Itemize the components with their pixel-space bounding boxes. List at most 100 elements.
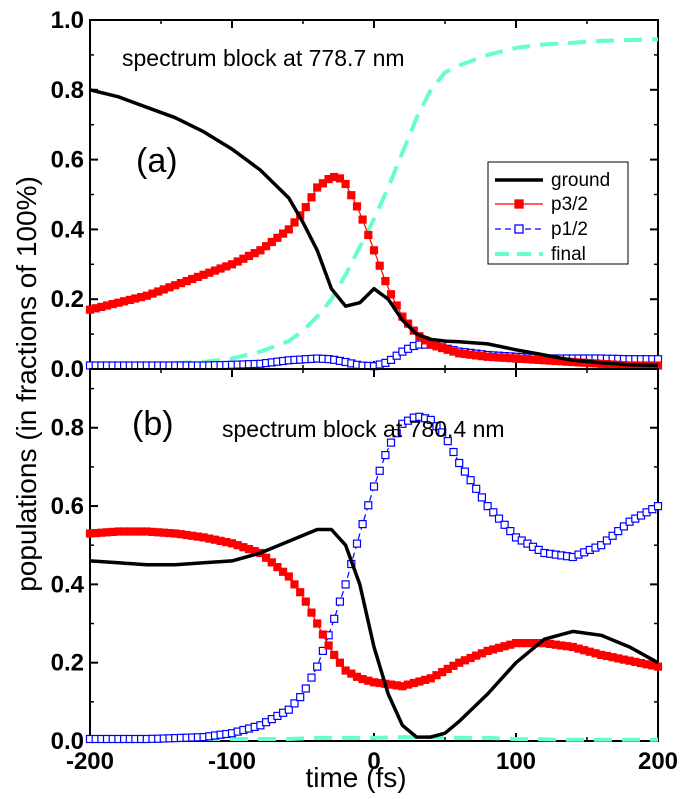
x-tick-label: 100	[496, 748, 536, 775]
series-p1-2-marker	[472, 484, 481, 493]
series-p1-2-marker	[284, 705, 293, 714]
series-p3-2-marker	[301, 203, 310, 212]
y-tick-label: 1.0	[51, 7, 84, 34]
series-p1-2-marker	[426, 415, 435, 424]
legend-label-final: final	[551, 244, 586, 265]
series-p3-2-marker	[341, 179, 350, 189]
series-p1-2-marker	[477, 493, 486, 502]
series-p1-2-line-panel-b	[90, 416, 659, 740]
series-p1-2-marker	[358, 519, 367, 529]
x-tick-label: -100	[208, 748, 256, 775]
legend-label-ground: ground	[551, 170, 610, 191]
x-tick-label: 200	[638, 748, 678, 775]
y-tick-label: 0.6	[51, 493, 84, 520]
y-tick-label: 0.4	[51, 216, 85, 243]
series-p1-2-marker	[614, 526, 623, 536]
series-p1-2-marker	[449, 447, 458, 457]
series-p3-2-marker	[290, 218, 299, 227]
series-p1-2-marker	[466, 476, 475, 485]
series-p3-2-marker	[381, 277, 390, 286]
panel-b-label: (b)	[132, 405, 174, 443]
series-p3-2-marker	[364, 230, 373, 240]
series-p1-2-marker	[330, 614, 339, 623]
series-p1-2-marker	[318, 646, 327, 656]
panel-b: 0.0 0.2 0.4 0.6 0.8 -200 -100 0 100 200	[51, 368, 678, 775]
series-final-line-panel-a	[89, 37, 659, 368]
series-p3-2-marker	[313, 619, 322, 628]
series-p1-2-marker	[369, 482, 379, 491]
series-p1-2-marker	[619, 522, 629, 531]
x-tick-label: 0	[367, 748, 380, 775]
series-p3-2-marker	[262, 553, 271, 562]
series-p1-2-marker	[364, 501, 373, 510]
series-p3-2-marker	[273, 233, 282, 242]
y-tick-label: 0.2	[51, 286, 84, 313]
series-p3-2-marker	[369, 246, 379, 255]
series-p3-2-marker	[386, 290, 396, 299]
series-p3-2-marker	[307, 608, 316, 617]
series-p3-2-marker	[279, 567, 288, 576]
y-tick-label: 0.2	[51, 650, 84, 677]
series-p1-2-marker	[506, 526, 515, 536]
series-p3-2-marker	[262, 242, 271, 251]
series-p3-2-marker	[324, 641, 333, 650]
series-p1-2-marker	[494, 514, 504, 523]
series-p3-2-marker	[335, 658, 344, 667]
y-tick-label: 0.4	[51, 571, 85, 598]
series-p1-2-marker	[438, 428, 447, 437]
series-p3-2-marker	[284, 572, 293, 581]
series-p3-2-marker	[296, 588, 305, 597]
panel-a-annotation: spectrum block at 778.7 nm	[122, 45, 405, 71]
y-tick-label: 0.0	[51, 356, 84, 383]
series-p1-2-marker	[443, 437, 452, 446]
y-axis-title: populations (in fractions of 100%)	[11, 176, 42, 592]
series-p3-2-marker	[335, 174, 344, 183]
series-p3-2-marker	[301, 597, 310, 606]
series-p1-2-marker	[483, 502, 492, 511]
series-p3-2-marker	[267, 237, 276, 247]
series-p3-2-marker	[347, 191, 356, 200]
series-p3-2-marker	[375, 261, 384, 270]
series-ground-line-panel-a	[89, 88, 659, 368]
series-p3-2-marker	[352, 202, 362, 211]
series-p1-2-marker	[386, 438, 396, 447]
series-p3-2-marker	[273, 562, 282, 572]
series-final-line-panel-b	[90, 735, 658, 742]
series-p3-2-marker	[256, 246, 265, 255]
series-p3-2-marker	[284, 225, 293, 234]
legend-marker-p3-2	[514, 199, 524, 209]
x-tick-label: -200	[66, 748, 114, 775]
series-p1-2-marker	[602, 536, 612, 545]
legend-label-p3-2: p3/2	[551, 194, 588, 215]
legend-marker-p1-2	[514, 224, 524, 234]
series-p3-2-marker	[330, 650, 339, 660]
legend-label-p1-2: p1/2	[551, 219, 588, 240]
series-p3-2-marker	[313, 183, 322, 192]
series-p1-2-marker	[375, 466, 384, 475]
series-p1-2-marker	[307, 673, 316, 682]
series-p1-2-marker	[392, 351, 401, 360]
legend: ground p3/2 p1/2 final	[487, 161, 629, 265]
series-p1-2-marker	[432, 422, 441, 431]
series-p1-2-marker	[392, 429, 401, 438]
series-p1-2-marker	[500, 520, 509, 529]
series-p1-2-marker	[386, 355, 396, 364]
series-p1-2-marker	[290, 699, 299, 708]
series-p1-2-marker	[597, 541, 606, 550]
y-tick-label: 0.6	[51, 147, 84, 174]
series-p3-2-marker	[318, 179, 327, 188]
series-p3-2-marker	[358, 215, 367, 224]
series-p3-2-marker	[290, 580, 299, 589]
series-p1-2-marker	[301, 684, 310, 693]
y-tick-label: 0.8	[51, 415, 84, 442]
series-p1-2-marker	[296, 692, 305, 702]
series-p1-2-marker	[352, 539, 362, 548]
panel-b-annotation: spectrum block at 780.4 nm	[222, 416, 505, 442]
series-p3-2-marker	[653, 662, 663, 671]
series-p1-2-marker	[608, 531, 617, 540]
series-p1-2-marker	[489, 508, 498, 517]
series-p1-2-marker	[653, 502, 663, 511]
series-p1-2-marker	[313, 662, 322, 671]
series-p3-2-marker	[307, 193, 316, 202]
